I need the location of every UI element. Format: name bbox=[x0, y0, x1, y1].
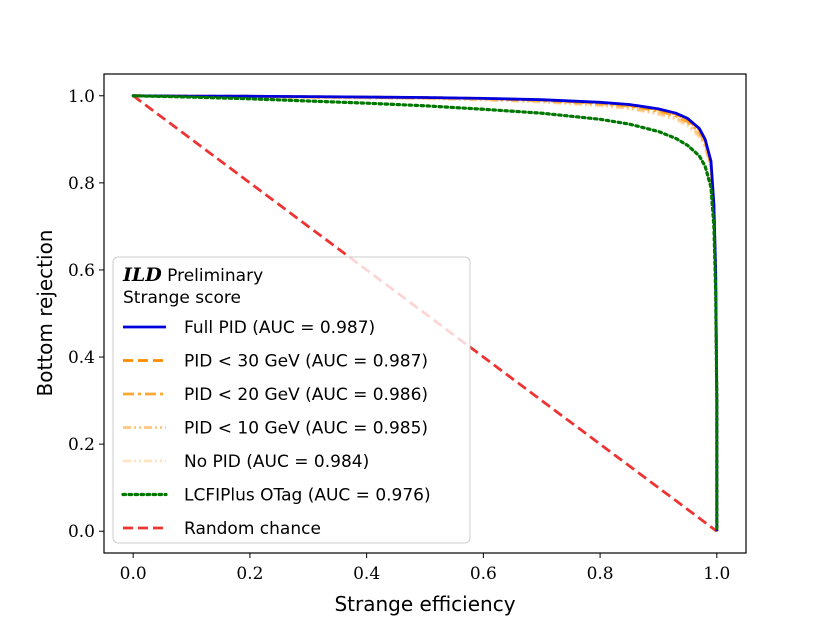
y-axis-label: Bottom rejection bbox=[33, 230, 57, 397]
legend-label-0: Full PID (AUC = 0.987) bbox=[184, 318, 375, 338]
x-tick-label: 0.2 bbox=[236, 564, 263, 584]
x-tick-label: 0.8 bbox=[587, 564, 614, 584]
y-tick-label: 0.8 bbox=[68, 174, 95, 194]
legend-box bbox=[112, 256, 471, 544]
series-layer bbox=[131, 94, 719, 533]
legend-label-4: No PID (AUC = 0.984) bbox=[184, 452, 369, 472]
legend-title-preliminary: Preliminary bbox=[162, 266, 263, 286]
y-tick-label: 0.0 bbox=[68, 522, 95, 542]
legend-label-5: LCFIPlus OTag (AUC = 0.976) bbox=[184, 486, 431, 506]
series-line-5 bbox=[131, 94, 719, 533]
x-axis-ticks: 0.0 0.2 0.4 0.6 0.8 1.0 bbox=[120, 553, 730, 584]
legend-label-1: PID < 30 GeV (AUC = 0.987) bbox=[184, 352, 428, 372]
x-tick-label: 0.6 bbox=[470, 564, 497, 584]
x-tick-label: 1.0 bbox=[703, 564, 730, 584]
y-tick-label: 0.2 bbox=[68, 435, 95, 455]
y-tick-label: 1.0 bbox=[68, 87, 95, 107]
y-axis-ticks: 0.0 0.2 0.4 0.6 0.8 1.0 bbox=[68, 87, 104, 542]
y-tick-label: 0.6 bbox=[68, 261, 95, 281]
x-tick-label: 0.0 bbox=[120, 564, 147, 584]
plot-frame bbox=[103, 73, 747, 554]
legend-title-ild: ILD bbox=[122, 264, 162, 286]
x-axis-label: Strange efficiency bbox=[334, 592, 515, 616]
y-tick-label: 0.4 bbox=[68, 348, 95, 368]
legend: ILD Preliminary Strange score Full PID (… bbox=[112, 256, 471, 544]
legend-label-6: Random chance bbox=[184, 519, 321, 539]
series-line-0 bbox=[133, 94, 719, 532]
x-tick-label: 0.4 bbox=[353, 564, 380, 584]
legend-label-2: PID < 20 GeV (AUC = 0.986) bbox=[184, 385, 428, 405]
legend-label-3: PID < 10 GeV (AUC = 0.985) bbox=[184, 419, 428, 439]
legend-subtitle: Strange score bbox=[123, 288, 241, 308]
legend-entries: Full PID (AUC = 0.987) PID < 30 GeV (AUC … bbox=[121, 318, 431, 539]
legend-title: ILD Preliminary bbox=[122, 264, 263, 286]
